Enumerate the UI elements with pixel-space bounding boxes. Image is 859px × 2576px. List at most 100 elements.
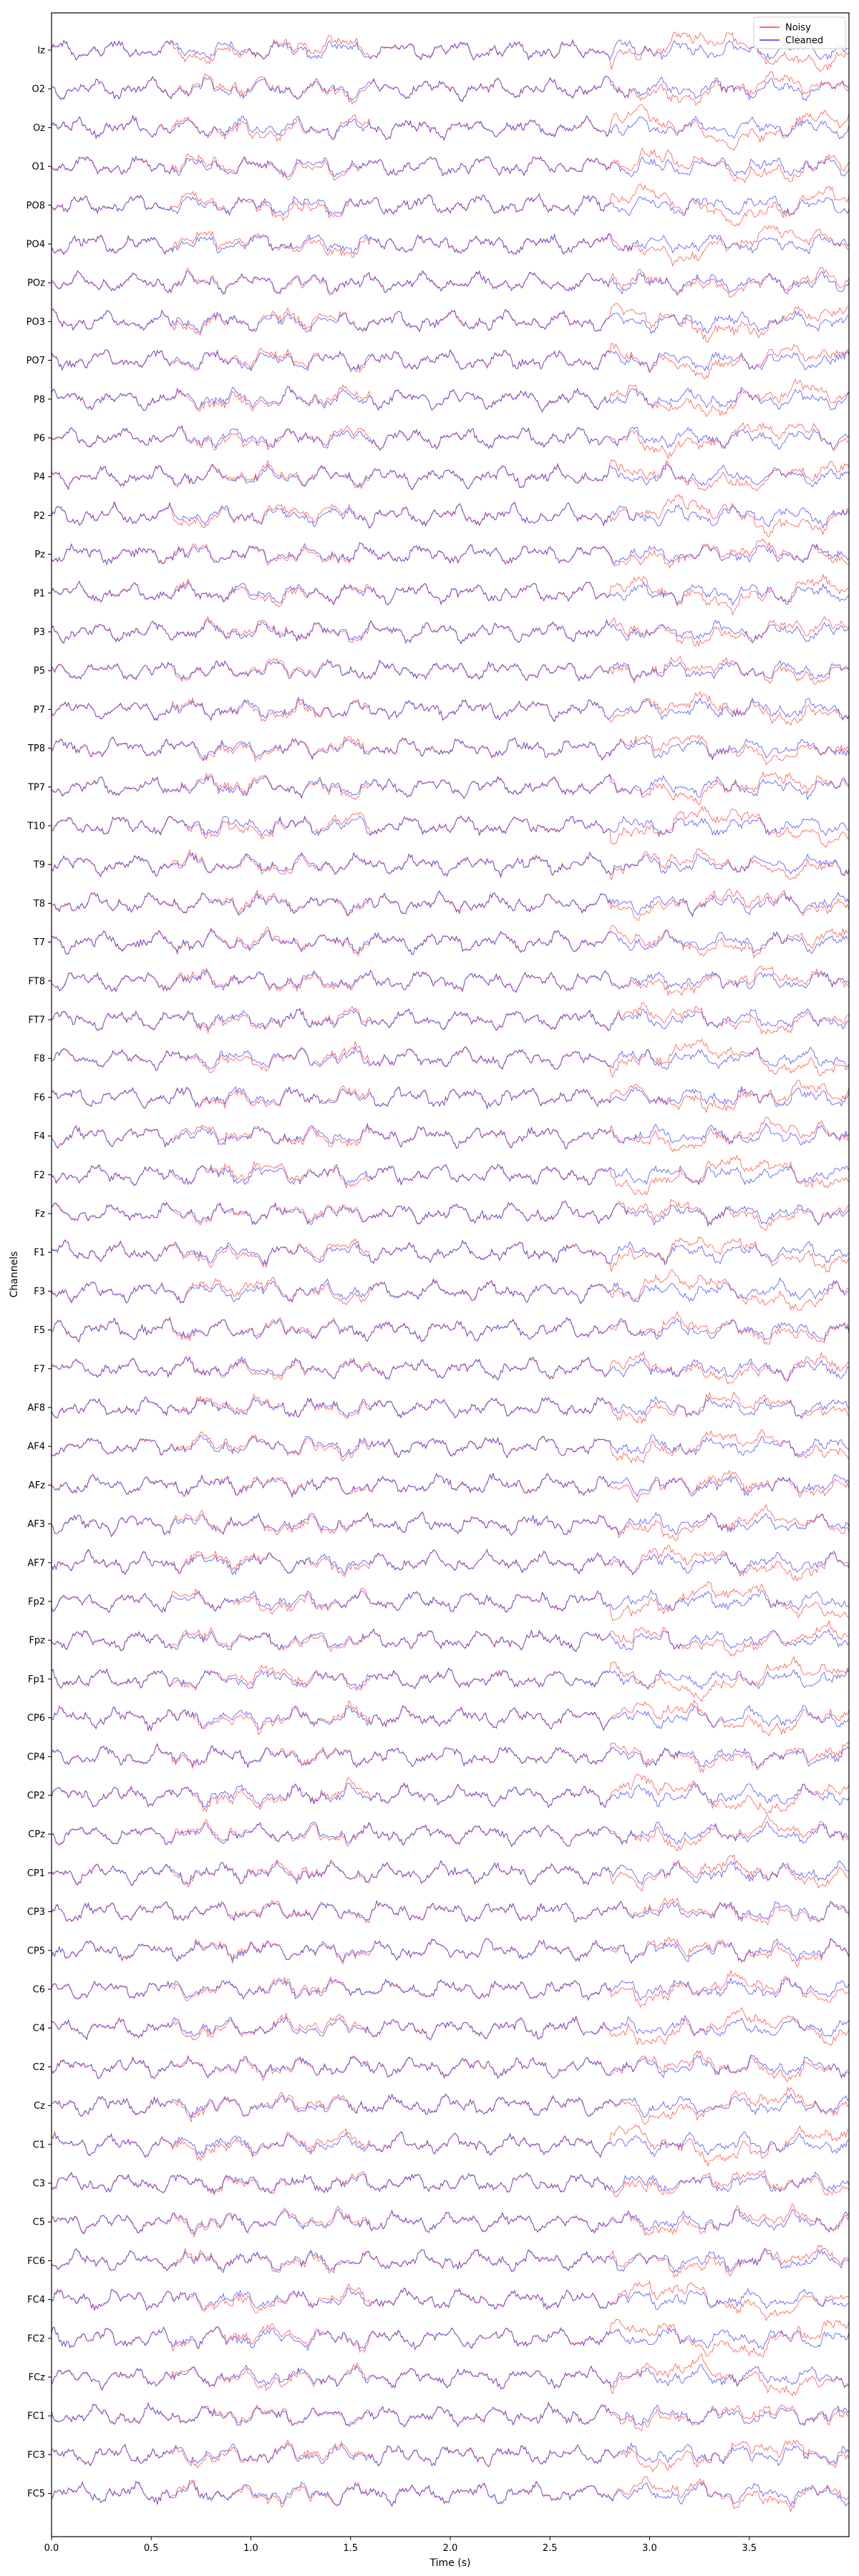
- trace-noisy-FT8: [51, 965, 850, 997]
- y-tick-label-CP2: CP2: [27, 1791, 45, 1802]
- trace-cleaned-F3: [51, 1277, 850, 1305]
- y-tick-label-F5: F5: [34, 1325, 45, 1336]
- y-tick-label-P5: P5: [34, 666, 45, 677]
- x-tick-label-2: 1.0: [243, 2543, 258, 2554]
- trace-cleaned-P5: [51, 659, 850, 682]
- y-tick-label-PO4: PO4: [26, 240, 45, 250]
- trace-cleaned-O2: [51, 75, 850, 102]
- y-tick-label-TP8: TP8: [27, 743, 45, 754]
- trace-cleaned-P3: [51, 619, 850, 645]
- trace-cleaned-CP4: [51, 1744, 850, 1769]
- y-tick-label-FC1: FC1: [27, 2411, 45, 2422]
- trace-cleaned-T9: [51, 852, 850, 878]
- y-tick-label-P2: P2: [34, 511, 45, 522]
- trace-cleaned-AF8: [51, 1396, 850, 1418]
- y-tick-label-FT7: FT7: [29, 1015, 45, 1026]
- trace-cleaned-CP3: [51, 1900, 850, 1923]
- trace-cleaned-PO7: [51, 349, 850, 372]
- trace-cleaned-FCz: [51, 2363, 850, 2390]
- trace-noisy-PO8: [51, 183, 850, 227]
- trace-cleaned-Oz: [51, 114, 850, 140]
- trace-noisy-P1: [51, 573, 850, 616]
- y-tick-label-T7: T7: [33, 937, 45, 948]
- y-tick-label-C4: C4: [33, 2024, 45, 2034]
- y-tick-label-F4: F4: [34, 1131, 45, 1142]
- trace-noisy-PO3: [51, 303, 850, 343]
- y-tick-label-Fp1: Fp1: [28, 1674, 45, 1685]
- trace-cleaned-Fpz: [51, 1628, 850, 1652]
- trace-noisy-C2: [51, 2049, 850, 2082]
- y-tick-label-Oz: Oz: [33, 123, 45, 134]
- y-tick-label-CP1: CP1: [27, 1868, 45, 1879]
- y-tick-label-F8: F8: [34, 1054, 45, 1065]
- x-tick-label-5: 2.5: [543, 2543, 558, 2554]
- trace-cleaned-FC3: [51, 2442, 850, 2467]
- trace-cleaned-FT7: [51, 1008, 850, 1032]
- legend-box: [753, 16, 846, 49]
- trace-cleaned-F6: [51, 1085, 850, 1109]
- trace-cleaned-F2: [51, 1163, 850, 1186]
- x-axis: 0.0 0.5 1.0 1.5 2.0 2.5 3.0 3.5: [44, 2537, 757, 2554]
- trace-cleaned-FT8: [51, 970, 850, 993]
- trace-cleaned-AF7: [51, 1549, 850, 1576]
- trace-noisy-Fp2: [51, 1581, 850, 1621]
- y-tick-label-C2: C2: [33, 2062, 45, 2073]
- trace-cleaned-C1: [51, 2131, 850, 2158]
- trace-cleaned-FC5: [51, 2481, 850, 2507]
- y-tick-label-F2: F2: [34, 1170, 45, 1181]
- trace-noisy-AF7: [51, 1545, 850, 1582]
- y-tick-label-Fz: Fz: [35, 1209, 45, 1220]
- trace-cleaned-F1: [51, 1239, 850, 1266]
- y-tick-label-CP3: CP3: [27, 1907, 45, 1918]
- trace-cleaned-PO8: [51, 194, 850, 217]
- trace-noisy-P6: [51, 421, 850, 460]
- y-tick-label-F1: F1: [34, 1248, 45, 1259]
- trace-cleaned-FC1: [51, 2402, 850, 2428]
- y-tick-label-P8: P8: [34, 394, 45, 405]
- x-tick-label-7: 3.5: [742, 2543, 757, 2554]
- trace-noisy-P2: [51, 494, 850, 538]
- trace-cleaned-AFz: [51, 1472, 850, 1498]
- y-tick-label-F3: F3: [34, 1287, 45, 1297]
- trace-cleaned-FC6: [51, 2248, 850, 2273]
- trace-cleaned-TP8: [51, 736, 850, 761]
- y-tick-label-PO3: PO3: [26, 317, 45, 328]
- y-axis: Iz O2 Oz O1 PO8 PO4 POz PO3 PO7 P8 P6 P4 P2 Pz P1 P3 P5 P…: [26, 46, 52, 2499]
- y-tick-label-C6: C6: [33, 1985, 45, 1996]
- trace-noisy-CP1: [51, 1853, 850, 1892]
- trace-cleaned-AF4: [51, 1434, 850, 1458]
- trace-noisy-P5: [51, 655, 850, 686]
- y-tick-label-C5: C5: [33, 2218, 45, 2228]
- trace-cleaned-P1: [51, 580, 850, 606]
- y-tick-label-FC6: FC6: [27, 2256, 45, 2267]
- y-tick-label-CPz: CPz: [28, 1830, 45, 1840]
- trace-cleaned-TP7: [51, 774, 850, 801]
- trace-cleaned-CP1: [51, 1859, 850, 1886]
- trace-cleaned-T10: [51, 815, 850, 837]
- y-tick-label-TP7: TP7: [27, 782, 45, 793]
- trace-noisy-Iz: [51, 31, 850, 72]
- y-tick-label-POz: POz: [27, 278, 45, 289]
- trace-cleaned-AF3: [51, 1512, 850, 1538]
- y-tick-label-T9: T9: [33, 860, 45, 871]
- x-tick-label-1: 0.5: [144, 2543, 159, 2554]
- trace-noisy-O2: [51, 71, 850, 106]
- y-tick-label-P3: P3: [34, 628, 45, 638]
- y-tick-label-AF3: AF3: [27, 1519, 45, 1530]
- y-tick-label-AF7: AF7: [27, 1558, 45, 1568]
- trace-noisy-FCz: [51, 2353, 850, 2396]
- trace-cleaned-Pz: [51, 542, 850, 565]
- y-tick-label-Iz: Iz: [37, 46, 45, 57]
- trace-cleaned-Cz: [51, 2093, 850, 2119]
- trace-cleaned-P6: [51, 425, 850, 451]
- y-tick-label-AF8: AF8: [27, 1403, 45, 1414]
- trace-cleaned-C3: [51, 2171, 850, 2194]
- y-tick-label-Fp2: Fp2: [28, 1597, 45, 1608]
- y-tick-label-C1: C1: [33, 2140, 45, 2150]
- trace-noisy-Fpz: [51, 1619, 850, 1657]
- y-tick-label-FC3: FC3: [27, 2450, 45, 2461]
- y-tick-label-FT8: FT8: [29, 976, 45, 987]
- y-tick-label-AF4: AF4: [27, 1442, 45, 1453]
- x-tick-label-6: 3.0: [642, 2543, 657, 2554]
